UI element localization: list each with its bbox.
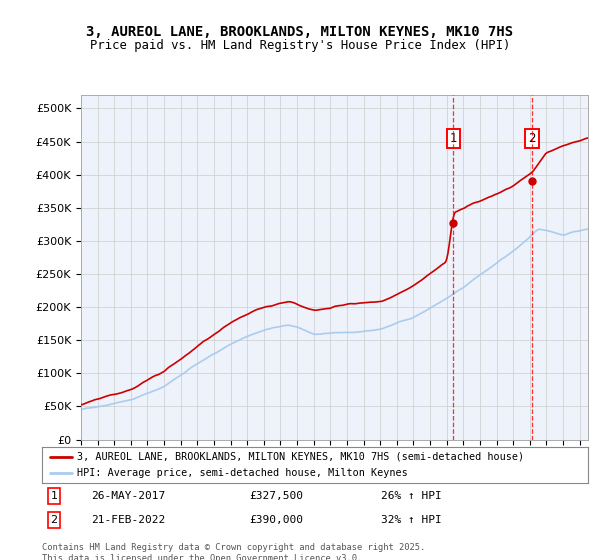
Text: Contains HM Land Registry data © Crown copyright and database right 2025.
This d: Contains HM Land Registry data © Crown c… bbox=[42, 543, 425, 560]
Text: 21-FEB-2022: 21-FEB-2022 bbox=[91, 515, 166, 525]
Text: 26-MAY-2017: 26-MAY-2017 bbox=[91, 491, 166, 501]
Text: 1: 1 bbox=[50, 491, 58, 501]
Text: 3, AUREOL LANE, BROOKLANDS, MILTON KEYNES, MK10 7HS (semi-detached house): 3, AUREOL LANE, BROOKLANDS, MILTON KEYNE… bbox=[77, 452, 524, 462]
Text: 26% ↑ HPI: 26% ↑ HPI bbox=[380, 491, 441, 501]
Text: 2: 2 bbox=[50, 515, 58, 525]
Text: 2: 2 bbox=[528, 132, 536, 144]
Text: HPI: Average price, semi-detached house, Milton Keynes: HPI: Average price, semi-detached house,… bbox=[77, 468, 408, 478]
Text: Price paid vs. HM Land Registry's House Price Index (HPI): Price paid vs. HM Land Registry's House … bbox=[90, 39, 510, 53]
Text: 3, AUREOL LANE, BROOKLANDS, MILTON KEYNES, MK10 7HS: 3, AUREOL LANE, BROOKLANDS, MILTON KEYNE… bbox=[86, 26, 514, 39]
Text: 32% ↑ HPI: 32% ↑ HPI bbox=[380, 515, 441, 525]
Text: £327,500: £327,500 bbox=[250, 491, 304, 501]
Text: £390,000: £390,000 bbox=[250, 515, 304, 525]
Text: 1: 1 bbox=[449, 132, 457, 144]
